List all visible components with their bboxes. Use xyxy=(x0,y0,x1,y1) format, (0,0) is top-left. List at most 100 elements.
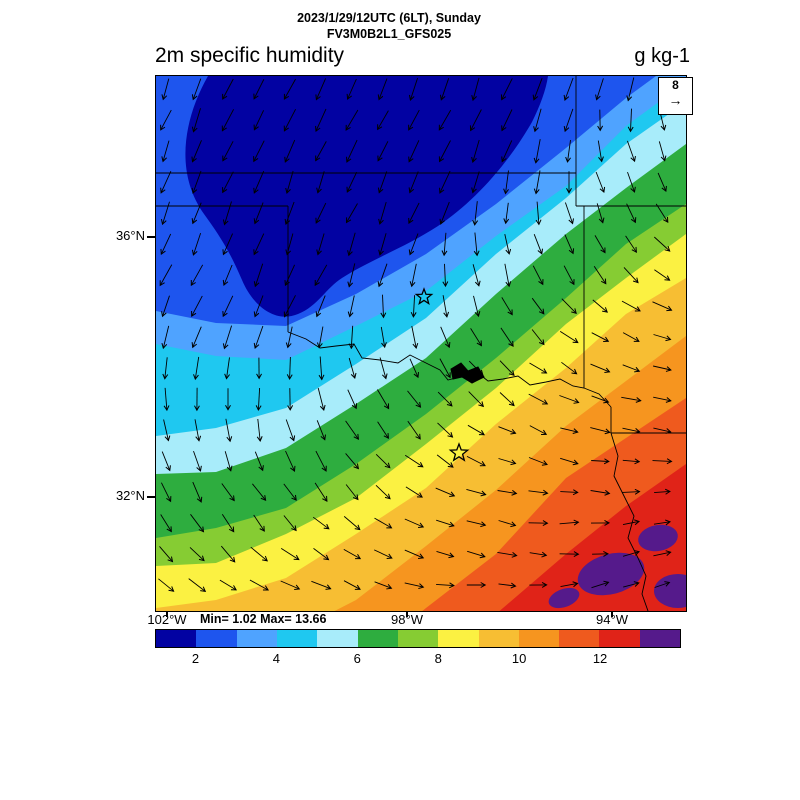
wind-vector-arrow xyxy=(253,78,265,100)
wind-vector-arrow xyxy=(191,232,202,256)
lon-tick-mark xyxy=(406,611,408,617)
wind-vector-arrow xyxy=(528,489,549,496)
wind-vector-arrow xyxy=(193,356,200,381)
humidity-band-max xyxy=(638,524,678,552)
wind-vector-arrow xyxy=(374,517,393,529)
colorbar-tick-label: 4 xyxy=(272,651,280,666)
wind-vector-arrow xyxy=(657,172,667,193)
wind-vector-arrow xyxy=(377,171,388,194)
wind-vector-arrow xyxy=(346,171,358,193)
wind-vector-arrow xyxy=(533,170,541,195)
wind-vector-arrow xyxy=(315,295,326,318)
wind-vector-arrow xyxy=(253,514,265,532)
wind-vector-arrow xyxy=(590,427,611,435)
colorbar-segment xyxy=(518,630,560,647)
wind-vector-arrow xyxy=(314,482,328,502)
humidity-band-max xyxy=(548,587,580,609)
wind-vector-arrow xyxy=(652,458,673,465)
wind-vector-arrow xyxy=(160,482,172,503)
wind-vector-arrow xyxy=(468,391,485,408)
wind-vector-arrow xyxy=(409,358,419,379)
colorbar-segment xyxy=(317,630,358,647)
wind-vector-arrow xyxy=(595,78,604,101)
wind-vector-arrow xyxy=(345,453,360,470)
wind-vector-arrow xyxy=(504,263,512,288)
wind-vector-arrow xyxy=(225,418,233,443)
colorbar-segment xyxy=(639,630,681,647)
wind-vector-arrow xyxy=(253,110,265,131)
wind-vector-arrow xyxy=(439,358,451,379)
wind-vector-arrow xyxy=(497,551,518,558)
wind-vector-arrow xyxy=(312,516,330,530)
wind-vector-arrow xyxy=(503,202,510,225)
wind-vector-arrow xyxy=(626,203,637,224)
wind-vector-arrow xyxy=(654,269,671,281)
colorbar-segment xyxy=(156,630,197,647)
wind-vector-arrow xyxy=(377,141,389,162)
wind-vector-arrow xyxy=(533,108,542,133)
wind-vector-arrow xyxy=(622,550,640,557)
wind-vector-arrow xyxy=(436,550,455,559)
wind-vector-arrow xyxy=(285,419,296,442)
wind-vector-arrow xyxy=(653,236,671,252)
wind-vector-arrow xyxy=(377,78,388,101)
wind-vector-arrow xyxy=(504,234,512,255)
wind-vector-arrow xyxy=(408,202,420,225)
wind-vector-arrow xyxy=(564,202,574,225)
wind-vector-arrow xyxy=(253,295,264,318)
colorbar-tick-label: 12 xyxy=(592,651,608,666)
wind-vector-arrow xyxy=(194,419,202,442)
state-borders xyxy=(156,76,686,434)
field-title: 2m specific humidity xyxy=(155,44,345,67)
wind-vector-arrow xyxy=(160,109,172,131)
wind-vector-arrow xyxy=(529,425,548,435)
wind-vector-arrow xyxy=(221,483,235,502)
wind-vector-arrow xyxy=(591,458,610,465)
wind-vector-arrow xyxy=(471,171,480,194)
reference-vector-value: 8 xyxy=(672,78,679,92)
wind-vector-arrow xyxy=(285,326,293,349)
wind-vector-arrow xyxy=(345,484,359,501)
wind-vector-arrow xyxy=(160,171,172,194)
colorbar-segment xyxy=(478,630,519,647)
wind-vector-arrow xyxy=(377,263,388,288)
wind-vector-arrow xyxy=(467,550,486,559)
wind-vector-arrow xyxy=(224,357,231,380)
wind-vector-arrow xyxy=(653,334,672,342)
wind-vector-arrow xyxy=(533,139,541,164)
wind-vector-arrow xyxy=(468,360,484,376)
colorbar-segment xyxy=(276,630,318,647)
wind-vector-arrow xyxy=(653,519,672,526)
wind-vector-arrow xyxy=(654,488,671,495)
lon-tick-label: 102°W xyxy=(147,612,187,627)
wind-vector-arrow xyxy=(375,453,391,469)
wind-vector-arrow xyxy=(285,233,294,256)
wind-vector-arrow xyxy=(408,140,420,163)
wind-vector-arrow xyxy=(591,580,610,589)
wind-vector-arrow xyxy=(378,233,387,256)
wind-vector-arrow xyxy=(374,581,393,590)
wind-vector-arrow xyxy=(559,519,580,526)
colorbar-tick-label: 6 xyxy=(353,651,361,666)
wind-vector-arrow xyxy=(222,233,234,256)
wind-vector-arrow xyxy=(286,356,293,381)
colorbar-tick-label: 8 xyxy=(434,651,442,666)
wind-vector-arrow xyxy=(191,202,202,225)
wind-vector-arrow xyxy=(377,389,390,410)
wind-vector-arrow xyxy=(222,201,232,226)
wind-vector-arrow xyxy=(622,364,641,373)
wind-vector-arrow xyxy=(161,325,170,350)
lat-tick-label: 32°N xyxy=(115,488,145,503)
wind-vector-arrow xyxy=(222,141,234,162)
wind-vector-arrow xyxy=(346,139,358,163)
wind-vector-arrow xyxy=(563,108,574,133)
wind-vector-arrow xyxy=(377,421,389,440)
wind-vector-arrow xyxy=(560,427,579,434)
colorbar-tick-label: 2 xyxy=(191,651,200,666)
wind-vector-arrow xyxy=(284,264,296,287)
wind-vector-arrow xyxy=(407,420,421,440)
wind-vector-arrow xyxy=(438,109,452,131)
wind-vector-arrow xyxy=(404,582,425,590)
wind-vector-arrow xyxy=(250,546,268,562)
wind-vector-arrow xyxy=(347,295,355,318)
